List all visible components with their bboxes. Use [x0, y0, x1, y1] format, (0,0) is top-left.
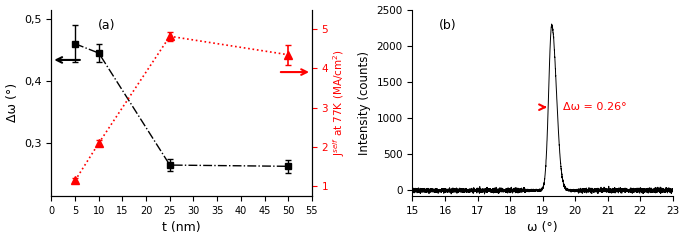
Y-axis label: Intensity (counts): Intensity (counts)	[358, 51, 371, 155]
Y-axis label: Δω (°): Δω (°)	[5, 83, 18, 122]
Text: (a): (a)	[99, 19, 116, 32]
Y-axis label: J$^{self}$ at 77K (MA/cm$^2$): J$^{self}$ at 77K (MA/cm$^2$)	[331, 50, 347, 156]
X-axis label: t (nm): t (nm)	[162, 222, 201, 234]
Text: (b): (b)	[438, 19, 456, 32]
X-axis label: ω (°): ω (°)	[527, 222, 558, 234]
Text: Δω = 0.26°: Δω = 0.26°	[563, 102, 626, 112]
